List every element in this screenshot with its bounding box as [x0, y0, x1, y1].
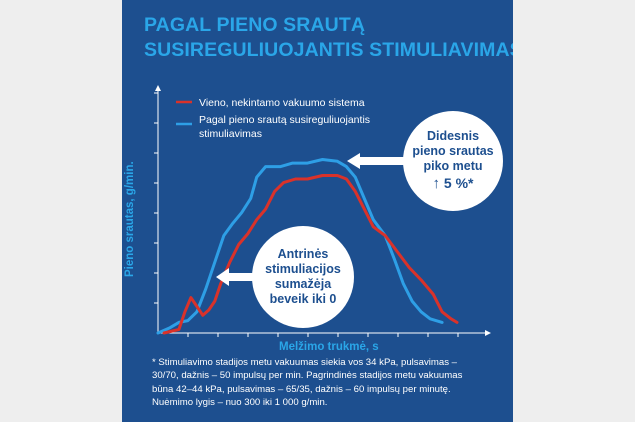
- footnote-line-4: Nuėmimo lygis – nuo 300 iki 1 000 g/min.: [152, 396, 328, 408]
- title-line-1: PAGAL PIENO SRAUTĄ: [144, 14, 366, 36]
- x-axis-ticks: [187, 333, 459, 337]
- milk-flow-chart: Vieno, nekintamo vakuumo sistema Pagal p…: [124, 85, 491, 353]
- infographic-panel: PAGAL PIENO SRAUTĄ SUSIREGULIUOJANTIS ST…: [122, 0, 513, 422]
- footnote-line-2: 30/70, dažnis – 50 impulsų per min. Pagr…: [152, 370, 463, 382]
- series-line-single-vacuum: [162, 174, 459, 335]
- secondary-stimulation-callout: Antrinės stimuliacijos sumažėja beveik i…: [252, 226, 354, 328]
- peak-callout-value-row: ↑ 5 %*: [433, 174, 474, 193]
- title-line-2: SUSIREGULIUOJANTIS STIMULIAVIMAS: [144, 39, 513, 61]
- page-title: PAGAL PIENO SRAUTĄ SUSIREGULIUOJANTIS ST…: [144, 13, 513, 63]
- series-layer: [156, 158, 459, 335]
- footnote-line-1: * Stimuliavimo stadijos metu vakuumas si…: [152, 357, 457, 368]
- footnote: * Stimuliavimo stadijos metu vakuumas si…: [152, 356, 502, 409]
- secondary-callout-line-1: Antrinės: [277, 247, 329, 261]
- secondary-callout-arrow: [216, 268, 256, 286]
- x-axis-label: Melžimo trukmė, s: [279, 341, 379, 353]
- peak-callout-arrow: [347, 153, 409, 169]
- left-margin: [0, 0, 122, 422]
- footnote-line-3: būna 42–44 kPa, pulsavimas – 65/35, dažn…: [152, 383, 451, 395]
- secondary-callout-line-3: sumažėja: [274, 277, 332, 291]
- arrow-up-icon: ↑: [432, 175, 441, 192]
- peak-callout: Didesnis pieno srautas piko metu ↑ 5 %*: [403, 111, 503, 211]
- secondary-callout-line-4: beveik iki 0: [269, 292, 337, 306]
- legend-entry-blue-line2: stimuliavimas: [199, 128, 262, 140]
- secondary-callout-line-2: stimuliacijos: [265, 262, 341, 276]
- right-margin: [513, 0, 635, 422]
- y-axis-label: Pieno srautas, g/min.: [124, 161, 136, 277]
- peak-callout-value: 5 %*: [443, 175, 474, 191]
- y-axis-ticks: [154, 92, 158, 304]
- legend-entry-blue-line1: Pagal pieno srautą susireguliuojantis: [199, 114, 370, 126]
- peak-callout-line-1: Didesnis: [426, 129, 480, 143]
- peak-callout-line-3: piko metu: [423, 159, 483, 173]
- series-line-adaptive-stimulation: [156, 158, 444, 335]
- peak-callout-line-2: pieno srautas: [412, 144, 494, 158]
- legend-entry-red: Vieno, nekintamo vakuumo sistema: [199, 97, 365, 109]
